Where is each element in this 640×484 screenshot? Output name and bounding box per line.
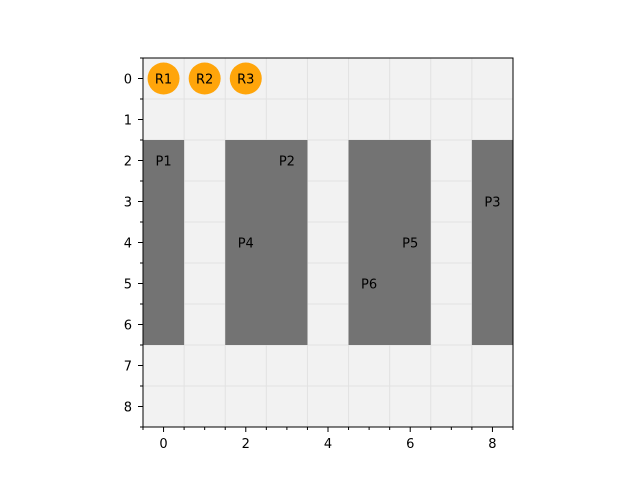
robot-label: R3 [237, 73, 254, 88]
obstacle-block [348, 140, 431, 345]
x-tick-label: 2 [242, 437, 250, 452]
y-tick-label: 0 [124, 73, 132, 88]
y-tick-label: 7 [124, 360, 132, 375]
y-tick-label: 6 [124, 319, 132, 334]
robot-marker [147, 62, 180, 95]
pickup-label: P2 [279, 155, 295, 170]
y-axis-ticks: 0 1 2 3 4 5 6 7 8 [124, 57, 143, 428]
x-tick-label: 8 [488, 437, 496, 452]
obstacle-block [143, 140, 185, 345]
obstacle-block [471, 140, 513, 345]
y-tick-label: 3 [124, 196, 132, 211]
robots: R1 R2 R3 [147, 62, 262, 95]
x-tick-label: 0 [159, 437, 167, 452]
y-tick-label: 2 [124, 155, 132, 170]
pickup-label: P3 [484, 196, 500, 211]
x-axis-ticks: 0 2 4 6 8 [142, 427, 514, 452]
obstacle-block [225, 140, 308, 345]
robot-marker [188, 62, 221, 95]
x-tick-label: 4 [324, 437, 332, 452]
pickup-label: P6 [361, 278, 377, 293]
robot-label: R2 [196, 73, 213, 88]
pickup-label: P4 [238, 237, 254, 252]
robot-marker [229, 62, 262, 95]
y-tick-label: 5 [124, 278, 132, 293]
pickup-label: P5 [402, 237, 418, 252]
y-tick-label: 4 [124, 237, 132, 252]
y-tick-label: 1 [124, 114, 132, 129]
pickup-points: P1 P2 P3 P4 P5 P6 [155, 155, 500, 293]
plot-area-background [143, 58, 513, 427]
pickup-label: P1 [155, 155, 171, 170]
y-tick-label: 8 [124, 401, 132, 416]
robot-label: R1 [155, 73, 172, 88]
x-tick-label: 6 [406, 437, 414, 452]
obstacle-shelves [143, 140, 513, 345]
